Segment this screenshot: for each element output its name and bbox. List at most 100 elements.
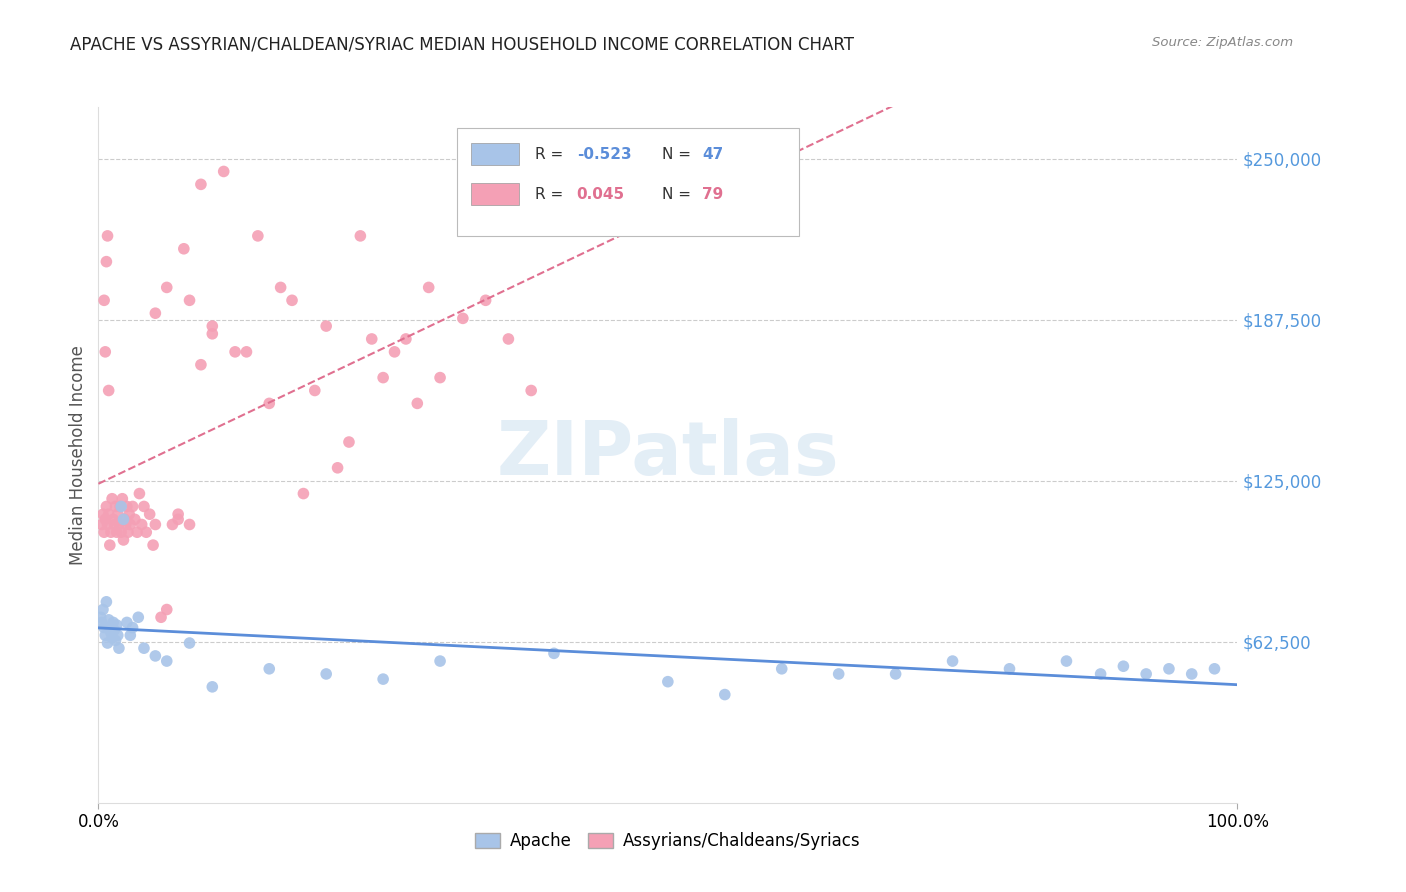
Point	[103, 615, 125, 630]
Point	[326, 460, 349, 475]
Point	[201, 319, 224, 334]
Point	[90, 517, 112, 532]
Y-axis label: Median Household Income: Median Household Income	[69, 345, 87, 565]
Point	[190, 358, 212, 372]
Point	[100, 525, 122, 540]
Point	[315, 319, 337, 334]
Point	[111, 491, 134, 506]
Point	[384, 344, 406, 359]
Point	[145, 306, 167, 320]
Point	[167, 507, 190, 521]
Point	[117, 525, 139, 540]
Point	[94, 512, 117, 526]
Point	[543, 646, 565, 660]
Point	[190, 178, 212, 192]
Point	[246, 228, 269, 243]
Point	[108, 500, 131, 514]
FancyBboxPatch shape	[471, 144, 519, 166]
Point	[315, 667, 337, 681]
Point	[162, 517, 184, 532]
Point	[429, 654, 451, 668]
Point	[998, 662, 1021, 676]
Point	[1112, 659, 1135, 673]
Point	[292, 486, 315, 500]
Point	[90, 610, 112, 624]
Point	[371, 370, 394, 384]
Point	[1090, 667, 1112, 681]
Point	[135, 525, 157, 540]
Point	[108, 641, 131, 656]
Point	[93, 293, 115, 308]
Point	[107, 507, 129, 521]
Point	[96, 595, 118, 609]
Point	[100, 625, 122, 640]
Point	[112, 533, 135, 547]
Point	[224, 344, 246, 359]
Point	[145, 648, 167, 663]
Point	[714, 688, 737, 702]
Point	[101, 491, 124, 506]
Point	[97, 507, 120, 521]
Text: R =: R =	[534, 147, 568, 161]
Point	[110, 525, 132, 540]
Point	[93, 621, 115, 635]
Point	[474, 293, 496, 308]
Point	[498, 332, 520, 346]
Point	[270, 280, 292, 294]
Point	[156, 654, 179, 668]
Point	[235, 344, 257, 359]
Point	[105, 525, 128, 540]
Point	[103, 512, 125, 526]
Point	[132, 641, 155, 656]
Text: 79: 79	[702, 186, 723, 202]
Point	[259, 396, 281, 410]
Point	[156, 280, 179, 294]
Point	[657, 674, 679, 689]
Point	[104, 500, 127, 514]
Point	[128, 486, 150, 500]
FancyBboxPatch shape	[471, 183, 519, 205]
Point	[349, 228, 371, 243]
Point	[1054, 654, 1078, 668]
Point	[96, 636, 118, 650]
Point	[150, 610, 173, 624]
Point	[103, 623, 125, 637]
Point	[118, 507, 141, 521]
Point	[1181, 667, 1204, 681]
Text: N =: N =	[662, 147, 696, 161]
Point	[1157, 662, 1180, 676]
Point	[201, 326, 224, 341]
Point	[115, 615, 138, 630]
Point	[108, 517, 131, 532]
Point	[96, 254, 118, 268]
Point	[132, 500, 155, 514]
Text: Source: ZipAtlas.com: Source: ZipAtlas.com	[1153, 36, 1294, 49]
Point	[107, 628, 129, 642]
Point	[93, 525, 115, 540]
Point	[124, 512, 146, 526]
Point	[94, 628, 117, 642]
Point	[395, 332, 418, 346]
Point	[94, 344, 117, 359]
Point	[259, 662, 281, 676]
Text: N =: N =	[662, 186, 696, 202]
Point	[1204, 662, 1226, 676]
Point	[142, 538, 165, 552]
Point	[91, 507, 114, 521]
Point	[145, 517, 167, 532]
Point	[828, 667, 851, 681]
Point	[97, 613, 120, 627]
Point	[173, 242, 195, 256]
Point	[96, 228, 118, 243]
Point	[103, 517, 125, 532]
Point	[179, 636, 201, 650]
Text: APACHE VS ASSYRIAN/CHALDEAN/SYRIAC MEDIAN HOUSEHOLD INCOME CORRELATION CHART: APACHE VS ASSYRIAN/CHALDEAN/SYRIAC MEDIA…	[70, 36, 855, 54]
Point	[96, 517, 118, 532]
Point	[1135, 667, 1157, 681]
Point	[131, 517, 153, 532]
FancyBboxPatch shape	[457, 128, 799, 235]
Point	[304, 384, 326, 398]
Point	[138, 507, 160, 521]
Point	[127, 525, 149, 540]
Point	[96, 500, 118, 514]
